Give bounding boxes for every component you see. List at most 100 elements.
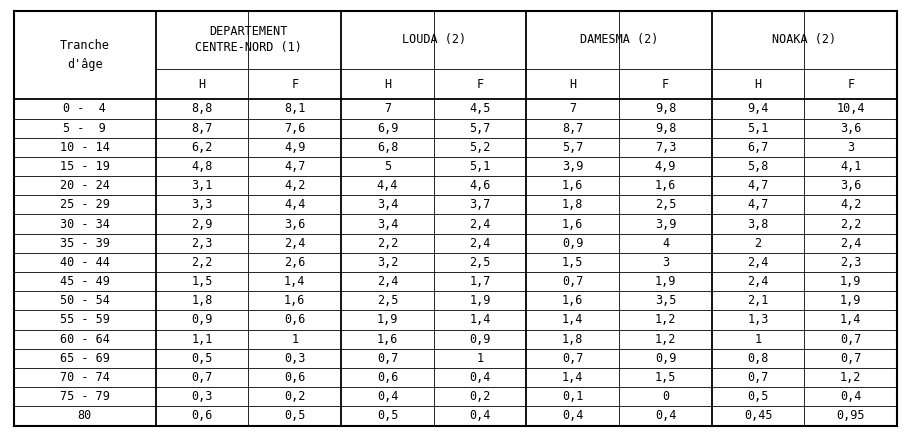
Text: 45 - 49: 45 - 49 <box>60 275 110 288</box>
Text: 0,9: 0,9 <box>469 333 491 346</box>
Text: 2: 2 <box>755 237 762 250</box>
Text: 3,6: 3,6 <box>840 179 862 192</box>
Text: 3,1: 3,1 <box>192 179 212 192</box>
Text: H: H <box>755 78 762 91</box>
Text: 1,5: 1,5 <box>562 256 584 269</box>
Text: 0,7: 0,7 <box>747 371 769 384</box>
Text: 1,9: 1,9 <box>840 275 862 288</box>
Text: 3,2: 3,2 <box>377 256 398 269</box>
Text: 1,9: 1,9 <box>469 294 491 307</box>
Text: 3,4: 3,4 <box>377 218 398 231</box>
Text: 5,8: 5,8 <box>747 160 769 173</box>
Text: 2,2: 2,2 <box>192 256 212 269</box>
Text: 1,6: 1,6 <box>562 218 584 231</box>
Text: 3,6: 3,6 <box>840 122 862 135</box>
Text: 1,6: 1,6 <box>284 294 305 307</box>
Text: 9,4: 9,4 <box>747 102 769 115</box>
Text: 1: 1 <box>291 333 299 346</box>
Text: 2,4: 2,4 <box>469 218 491 231</box>
Text: 1,8: 1,8 <box>192 294 212 307</box>
Text: 0,2: 0,2 <box>469 390 491 403</box>
Text: 0,3: 0,3 <box>192 390 212 403</box>
Text: 5,1: 5,1 <box>469 160 491 173</box>
Text: F: F <box>662 78 669 91</box>
Text: 8,1: 8,1 <box>284 102 305 115</box>
Text: 4,7: 4,7 <box>284 160 305 173</box>
Text: 3,8: 3,8 <box>747 218 769 231</box>
Text: 0,9: 0,9 <box>655 352 676 365</box>
Text: 2,9: 2,9 <box>192 218 212 231</box>
Text: 2,2: 2,2 <box>840 218 862 231</box>
Text: 0,7: 0,7 <box>840 352 862 365</box>
Text: 0,4: 0,4 <box>562 410 584 422</box>
Text: 2,6: 2,6 <box>284 256 305 269</box>
Text: 1,5: 1,5 <box>655 371 676 384</box>
Text: 75 - 79: 75 - 79 <box>60 390 110 403</box>
Text: 0,5: 0,5 <box>377 410 398 422</box>
Text: 40 - 44: 40 - 44 <box>60 256 110 269</box>
Text: 4,9: 4,9 <box>655 160 676 173</box>
Text: 4,4: 4,4 <box>284 198 305 211</box>
Text: 1,6: 1,6 <box>655 179 676 192</box>
Text: 1,4: 1,4 <box>469 314 491 327</box>
Text: 4: 4 <box>662 237 669 250</box>
Text: 0,5: 0,5 <box>192 352 212 365</box>
Text: 3,6: 3,6 <box>284 218 305 231</box>
Text: 3,7: 3,7 <box>469 198 491 211</box>
Text: 4,5: 4,5 <box>469 102 491 115</box>
Text: 1,4: 1,4 <box>562 314 584 327</box>
Text: 0,7: 0,7 <box>562 275 584 288</box>
Text: 35 - 39: 35 - 39 <box>60 237 110 250</box>
Text: 4,6: 4,6 <box>469 179 491 192</box>
Text: 3,3: 3,3 <box>192 198 212 211</box>
Text: 9,8: 9,8 <box>655 102 676 115</box>
Text: 5,1: 5,1 <box>747 122 769 135</box>
Text: 65 - 69: 65 - 69 <box>60 352 110 365</box>
Text: 0,7: 0,7 <box>562 352 584 365</box>
Text: 1,2: 1,2 <box>655 314 676 327</box>
Text: 2,4: 2,4 <box>469 237 491 250</box>
Text: 1,8: 1,8 <box>562 198 584 211</box>
Text: 0,95: 0,95 <box>836 410 865 422</box>
Text: 55 - 59: 55 - 59 <box>60 314 110 327</box>
Text: 1,9: 1,9 <box>655 275 676 288</box>
Text: H: H <box>199 78 206 91</box>
Text: 2,5: 2,5 <box>655 198 676 211</box>
Text: 1,2: 1,2 <box>655 333 676 346</box>
Text: 1,4: 1,4 <box>840 314 862 327</box>
Text: 1,6: 1,6 <box>562 179 584 192</box>
Text: 6,9: 6,9 <box>377 122 398 135</box>
Text: 10 - 14: 10 - 14 <box>60 141 110 154</box>
Text: 0,2: 0,2 <box>284 390 305 403</box>
Text: 0,7: 0,7 <box>840 333 862 346</box>
Text: 4,1: 4,1 <box>840 160 862 173</box>
Text: 0,6: 0,6 <box>284 371 305 384</box>
Text: F: F <box>477 78 484 91</box>
Text: 80: 80 <box>77 410 92 422</box>
Text: 0,1: 0,1 <box>562 390 584 403</box>
Text: 0,8: 0,8 <box>747 352 769 365</box>
Text: 1: 1 <box>755 333 762 346</box>
Text: 4,2: 4,2 <box>284 179 305 192</box>
Text: 5,2: 5,2 <box>469 141 491 154</box>
Text: 2,4: 2,4 <box>747 256 769 269</box>
Text: 4,2: 4,2 <box>840 198 862 211</box>
Text: 60 - 64: 60 - 64 <box>60 333 110 346</box>
Text: 25 - 29: 25 - 29 <box>60 198 110 211</box>
Text: LOUDA (2): LOUDA (2) <box>401 33 466 47</box>
Text: 15 - 19: 15 - 19 <box>60 160 110 173</box>
Text: 0,4: 0,4 <box>469 371 491 384</box>
Text: 4,9: 4,9 <box>284 141 305 154</box>
Text: 0,9: 0,9 <box>562 237 584 250</box>
Text: 0,4: 0,4 <box>840 390 862 403</box>
Text: 3,9: 3,9 <box>655 218 676 231</box>
Text: 1,6: 1,6 <box>377 333 398 346</box>
Text: 0,6: 0,6 <box>377 371 398 384</box>
Text: 0,4: 0,4 <box>469 410 491 422</box>
Text: 4,8: 4,8 <box>192 160 212 173</box>
Text: 3: 3 <box>662 256 669 269</box>
Text: 2,3: 2,3 <box>192 237 212 250</box>
Text: 8,7: 8,7 <box>192 122 212 135</box>
Text: 1,3: 1,3 <box>747 314 769 327</box>
Text: 1,5: 1,5 <box>192 275 212 288</box>
